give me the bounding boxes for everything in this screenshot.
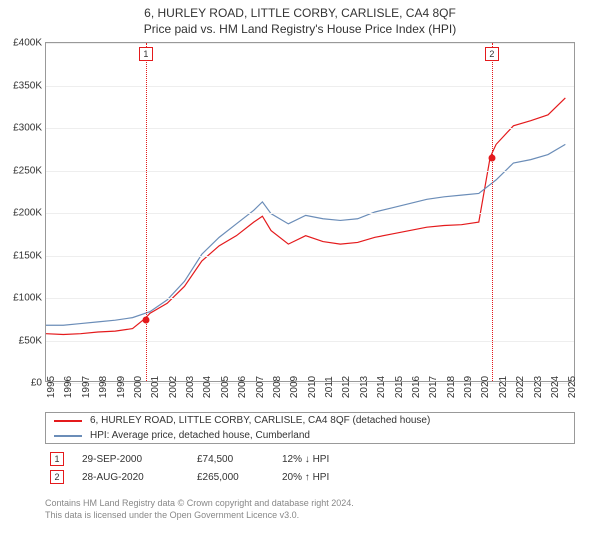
x-tick-label: 2013 <box>359 376 370 398</box>
legend: 6, HURLEY ROAD, LITTLE CORBY, CARLISLE, … <box>45 412 575 444</box>
x-tick-label: 2002 <box>168 376 179 398</box>
y-tick-label: £350K <box>13 80 42 91</box>
sale-date: 28-AUG-2020 <box>82 472 197 483</box>
sales-table: 1 29-SEP-2000£74,50012% ↓ HPI 2 28-AUG-2020… <box>50 450 329 486</box>
title-address: 6, HURLEY ROAD, LITTLE CORBY, CARLISLE, … <box>10 6 590 20</box>
x-tick-label: 2014 <box>376 376 387 398</box>
sale-delta: 12% ↓ HPI <box>282 454 329 465</box>
sale-row-1: 1 29-SEP-2000£74,50012% ↓ HPI <box>50 450 329 468</box>
x-tick-label: 2011 <box>324 376 335 398</box>
y-tick-label: £300K <box>13 123 42 134</box>
sale-row-2: 2 28-AUG-2020£265,00020% ↑ HPI <box>50 468 329 486</box>
x-tick-label: 2004 <box>202 376 213 398</box>
legend-swatch <box>54 435 82 437</box>
x-tick-label: 1995 <box>46 376 57 398</box>
grid-line-y <box>46 256 574 257</box>
grid-line-y <box>46 128 574 129</box>
chart: £0£50K£100K£150K£200K£250K£300K£350K£400… <box>45 42 575 382</box>
marker-dot-2 <box>488 154 495 161</box>
legend-row-hpi: HPI: Average price, detached house, Cumb… <box>46 428 574 443</box>
x-tick-label: 2000 <box>133 376 144 398</box>
y-tick-label: £150K <box>13 250 42 261</box>
legend-label: 6, HURLEY ROAD, LITTLE CORBY, CARLISLE, … <box>90 415 430 426</box>
marker-box-1: 1 <box>139 47 153 61</box>
legend-label: HPI: Average price, detached house, Cumb… <box>90 430 310 441</box>
sale-price: £74,500 <box>197 454 282 465</box>
x-tick-label: 1997 <box>81 376 92 398</box>
chart-lines <box>46 43 574 381</box>
sale-index-box: 1 <box>50 452 64 466</box>
grid-line-y <box>46 171 574 172</box>
y-tick-label: £100K <box>13 293 42 304</box>
x-tick-label: 2021 <box>498 376 509 398</box>
x-tick-label: 2017 <box>428 376 439 398</box>
y-tick-label: £200K <box>13 208 42 219</box>
x-tick-label: 2006 <box>237 376 248 398</box>
x-tick-label: 2019 <box>463 376 474 398</box>
legend-swatch <box>54 420 82 422</box>
footer-line1: Contains HM Land Registry data © Crown c… <box>45 498 354 510</box>
x-tick-label: 2024 <box>550 376 561 398</box>
legend-row-price_paid: 6, HURLEY ROAD, LITTLE CORBY, CARLISLE, … <box>46 413 574 428</box>
sale-price: £265,000 <box>197 472 282 483</box>
x-tick-label: 2008 <box>272 376 283 398</box>
x-tick-label: 2005 <box>220 376 231 398</box>
y-tick-label: £250K <box>13 165 42 176</box>
x-tick-label: 2020 <box>480 376 491 398</box>
marker-line-1 <box>146 43 147 381</box>
x-tick-label: 2016 <box>411 376 422 398</box>
footer-line2: This data is licensed under the Open Gov… <box>45 510 354 522</box>
x-tick-label: 2012 <box>341 376 352 398</box>
x-tick-label: 2015 <box>394 376 405 398</box>
marker-line-2 <box>492 43 493 381</box>
sale-index-box: 2 <box>50 470 64 484</box>
grid-line-y <box>46 86 574 87</box>
x-tick-label: 2010 <box>307 376 318 398</box>
x-tick-label: 2003 <box>185 376 196 398</box>
x-tick-label: 2022 <box>515 376 526 398</box>
x-tick-label: 2009 <box>289 376 300 398</box>
x-tick-label: 1999 <box>116 376 127 398</box>
plot-area: £0£50K£100K£150K£200K£250K£300K£350K£400… <box>46 43 574 381</box>
series-price_paid <box>46 98 565 335</box>
title-block: 6, HURLEY ROAD, LITTLE CORBY, CARLISLE, … <box>0 0 600 38</box>
x-tick-label: 1998 <box>98 376 109 398</box>
y-tick-label: £400K <box>13 38 42 49</box>
x-tick-label: 2007 <box>255 376 266 398</box>
grid-line-y <box>46 213 574 214</box>
x-tick-label: 2018 <box>446 376 457 398</box>
grid-line-y <box>46 341 574 342</box>
y-tick-label: £0 <box>31 378 42 389</box>
sale-delta: 20% ↑ HPI <box>282 472 329 483</box>
footer: Contains HM Land Registry data © Crown c… <box>45 498 354 521</box>
marker-dot-1 <box>142 316 149 323</box>
y-tick-label: £50K <box>19 335 42 346</box>
x-tick-label: 1996 <box>63 376 74 398</box>
marker-box-2: 2 <box>485 47 499 61</box>
x-tick-label: 2025 <box>567 376 578 398</box>
title-subtitle: Price paid vs. HM Land Registry's House … <box>10 22 590 36</box>
grid-line-y <box>46 298 574 299</box>
sale-date: 29-SEP-2000 <box>82 454 197 465</box>
x-tick-label: 2023 <box>533 376 544 398</box>
page: 6, HURLEY ROAD, LITTLE CORBY, CARLISLE, … <box>0 0 600 560</box>
x-tick-label: 2001 <box>150 376 161 398</box>
grid-line-y <box>46 43 574 44</box>
